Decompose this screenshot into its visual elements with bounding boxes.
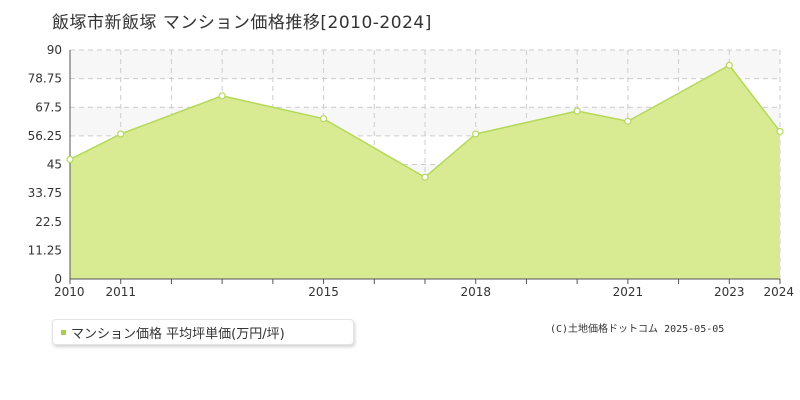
data-point	[319, 115, 328, 123]
series-line	[69, 64, 781, 179]
data-point	[624, 117, 632, 125]
x-tick-label: 2024	[763, 285, 794, 299]
legend-marker	[61, 329, 66, 335]
x-tick-label: 2018	[460, 285, 491, 299]
data-point	[725, 61, 733, 69]
x-tick-label: 2010	[54, 285, 85, 299]
x-tick-label: 2015	[308, 285, 339, 299]
y-tick-label: 67.5	[35, 100, 62, 114]
data-point	[117, 130, 125, 138]
legend-label: マンション価格 平均坪単価(万円/坪)	[71, 326, 285, 342]
data-point	[421, 173, 429, 181]
x-tick-label: 2011	[105, 285, 136, 299]
y-tick-label: 78.75	[28, 72, 62, 86]
chart-title: 飯塚市新飯塚 マンション価格推移[2010-2024]	[52, 13, 432, 33]
y-tick-label: 0	[54, 272, 62, 286]
y-tick-label: 56.25	[28, 129, 62, 143]
series-area	[70, 65, 780, 280]
y-tick-label: 90	[47, 43, 62, 57]
y-tick-label: 45	[47, 158, 62, 172]
data-point	[776, 127, 784, 136]
y-tick-label: 33.75	[28, 186, 62, 200]
data-point	[573, 107, 581, 115]
y-tick-label: 11.25	[28, 243, 62, 257]
x-tick-label: 2021	[613, 285, 644, 299]
data-point	[218, 92, 226, 100]
data-point	[66, 155, 74, 164]
x-tick-label: 2023	[714, 285, 745, 299]
data-point	[472, 130, 480, 138]
legend: マンション価格 平均坪単価(万円/坪)	[52, 319, 354, 345]
y-tick-label: 22.5	[35, 215, 62, 229]
credit-text: (C)土地価格ドットコム 2025-05-05	[550, 324, 725, 335]
